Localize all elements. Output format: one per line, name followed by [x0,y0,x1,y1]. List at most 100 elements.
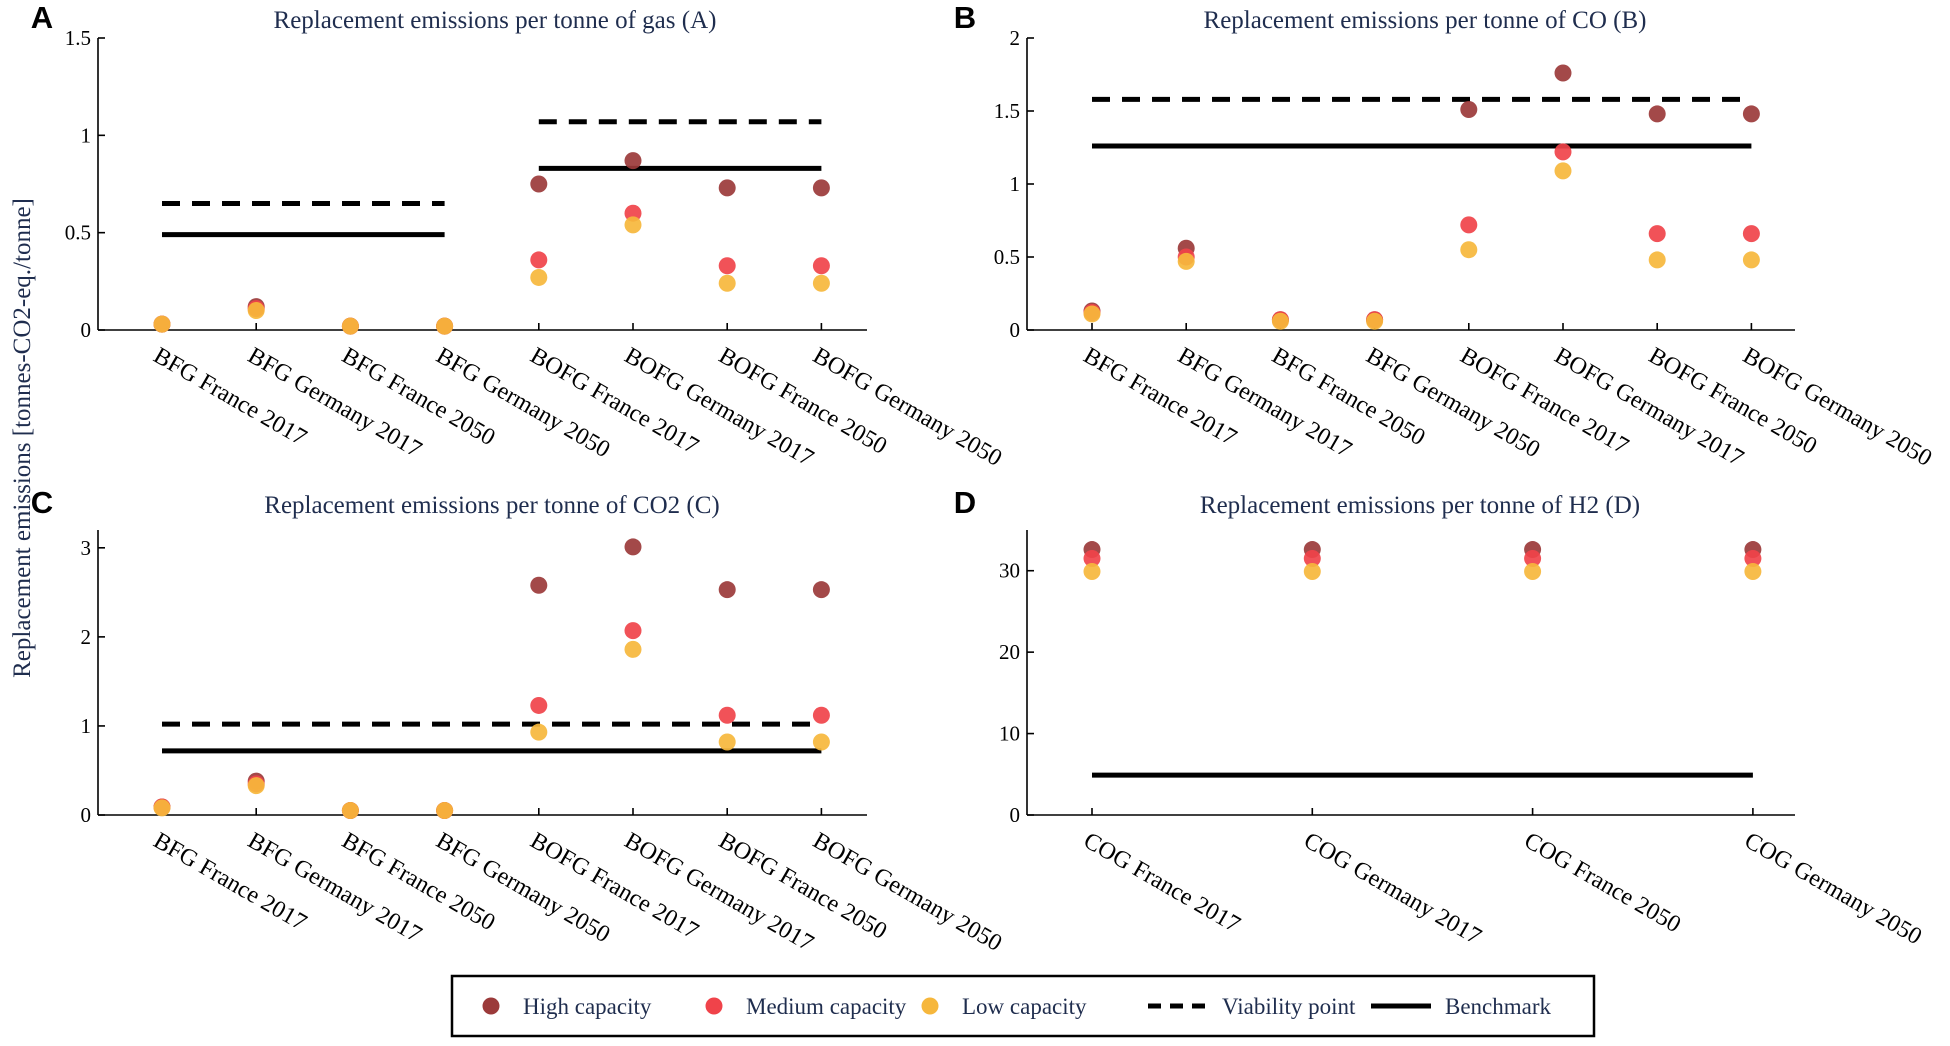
low-capacity-point [1648,251,1666,269]
low-capacity-point [1744,563,1762,581]
panel-C: C Replacement emissions per tonne of CO2 … [31,485,1006,957]
high-capacity-point [624,538,642,556]
low-capacity-point [1303,563,1321,581]
high-capacity-point [1742,105,1760,123]
low-capacity-point [1742,251,1760,269]
legend-label: Viability point [1222,994,1356,1019]
high-capacity-point [1648,105,1666,123]
y-tick-label: 20 [999,640,1020,664]
y-tick-label: 0 [1010,803,1021,827]
y-tick-label: 2 [1010,26,1021,50]
medium-capacity-point [1303,550,1321,567]
y-axis-label: Replacement emissions [tonnes-CO2-eq./to… [9,198,36,678]
high-capacity-point [812,179,830,197]
medium-capacity-point [530,251,548,269]
high-capacity-point [530,576,548,594]
low-capacity-point [530,723,548,741]
legend-marker [705,997,723,1015]
legend: High capacity Medium capacity Low capacity… [450,974,1596,1038]
y-tick-label: 30 [999,559,1020,583]
x-tick-label: COG France 2050 [1520,828,1685,939]
panel-label: B [954,0,976,35]
x-tick-label: BFG Germany 2017 [243,343,426,464]
x-tick-label: BFG Germany 2017 [243,828,426,949]
y-tick-label: 0.5 [994,245,1020,269]
x-tick-label: BFG Germany 2050 [1362,343,1545,464]
high-capacity-point [718,179,736,197]
panel-title: Replacement emissions per tonne of CO (B… [1204,7,1647,34]
x-tick-label: COG Germany 2050 [1740,828,1926,951]
high-capacity-point [530,175,548,193]
low-capacity-point [341,317,359,335]
low-capacity-point [153,799,171,817]
low-capacity-point [1177,252,1195,270]
low-capacity-point [436,802,454,820]
y-tick-label: 3 [81,536,92,560]
medium-capacity-point [1554,143,1572,161]
x-tick-label: BFG France 2017 [1079,343,1241,452]
medium-capacity-point [718,257,736,275]
low-capacity-point [1366,312,1384,330]
panel-A: A Replacement emissions per tonne of gas … [31,0,1006,472]
y-tick-label: 1.5 [65,26,91,50]
low-capacity-point [1524,563,1542,581]
medium-capacity-point [530,696,548,714]
low-capacity-point [624,216,642,234]
x-tick-label: BOFG France 2017 [526,343,703,460]
low-capacity-point [624,640,642,658]
y-tick-label: 10 [999,722,1020,746]
x-tick-label: BFG Germany 2050 [432,828,615,949]
y-tick-label: 1 [1010,172,1021,196]
panel-B: B Replacement emissions per tonne of CO (… [954,0,1936,472]
legend-item-low-capacity: Low capacity [921,994,1087,1019]
low-capacity-point [1271,312,1289,330]
x-tick-label: BFG France 2050 [1267,343,1429,452]
x-tick-label: COG France 2017 [1079,828,1244,939]
medium-capacity-point [1742,225,1760,243]
x-tick-label: BFG France 2050 [337,828,499,937]
low-capacity-point [1554,162,1572,180]
high-capacity-point [624,152,642,170]
y-tick-label: 1 [81,123,92,147]
low-capacity-point [718,274,736,292]
legend-item-viability-point: Viability point [1148,994,1356,1019]
low-capacity-point [341,802,359,820]
panel-title: Replacement emissions per tonne of gas (… [274,7,717,34]
legend-marker [921,997,939,1015]
medium-capacity-point [812,706,830,724]
low-capacity-point [1083,563,1101,581]
legend-label: Medium capacity [746,994,907,1019]
high-capacity-point [718,581,736,599]
low-capacity-point [436,317,454,335]
x-tick-label: BFG France 2050 [337,343,499,452]
medium-capacity-point [718,706,736,724]
y-tick-label: 0.5 [65,221,91,245]
medium-capacity-point [1744,550,1762,567]
y-tick-label: 1.5 [994,99,1020,123]
low-capacity-point [812,274,830,292]
y-tick-label: 0 [1010,318,1021,342]
panel-label: A [31,0,53,35]
medium-capacity-point [624,622,642,640]
low-capacity-point [247,302,265,320]
x-tick-label: BOFG France 2017 [526,828,703,945]
x-tick-label: BFG Germany 2017 [1173,343,1356,464]
medium-capacity-point [812,257,830,275]
panel-title: Replacement emissions per tonne of CO2 (… [264,492,719,519]
legend-label: High capacity [523,994,652,1019]
panels: A Replacement emissions per tonne of gas … [31,0,1936,957]
x-tick-label: BFG France 2017 [149,828,311,937]
y-tick-label: 0 [81,318,92,342]
low-capacity-point [718,733,736,751]
panel-D: D Replacement emissions per tonne of H2 (… [954,485,1926,950]
low-capacity-point [153,315,171,333]
x-tick-label: BFG France 2017 [149,343,311,452]
medium-capacity-point [1648,225,1666,243]
x-tick-label: COG Germany 2017 [1299,828,1485,951]
y-tick-label: 1 [81,714,92,738]
low-capacity-point [1083,305,1101,323]
medium-capacity-point [624,204,642,222]
x-tick-label: BFG Germany 2050 [432,343,615,464]
panel-label: D [954,485,976,520]
